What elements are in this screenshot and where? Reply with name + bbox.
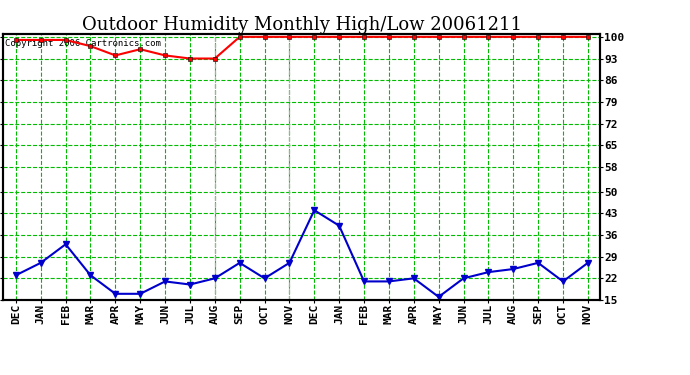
Text: Copyright 2006 Cartronics.com: Copyright 2006 Cartronics.com xyxy=(5,39,161,48)
Title: Outdoor Humidity Monthly High/Low 20061211: Outdoor Humidity Monthly High/Low 200612… xyxy=(82,16,522,34)
